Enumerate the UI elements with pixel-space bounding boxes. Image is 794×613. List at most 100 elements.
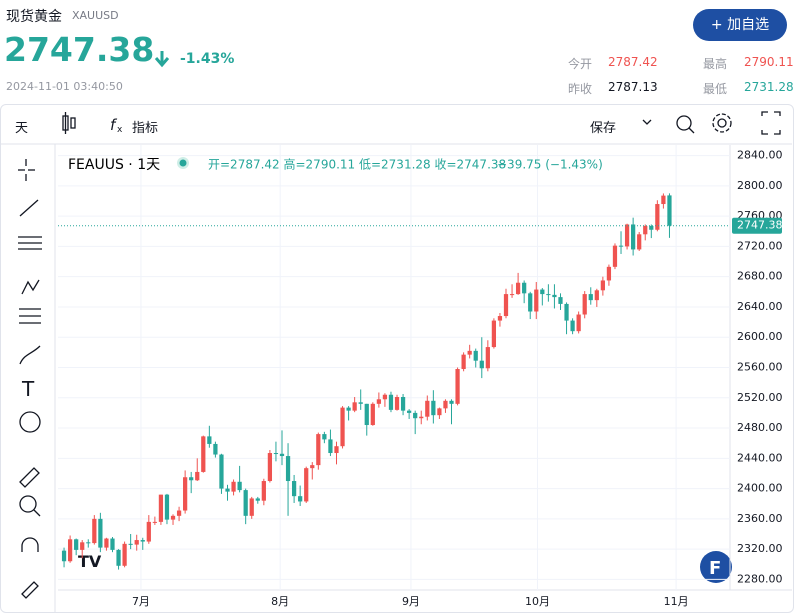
indicators-button[interactable]: 指标 xyxy=(132,121,159,136)
y-tick-label: 2280.00 xyxy=(737,572,783,585)
candle-body xyxy=(358,402,363,404)
candle-body xyxy=(183,477,188,511)
y-tick-label: 2800.00 xyxy=(737,179,783,192)
candle-body xyxy=(661,195,666,205)
candle-body xyxy=(631,224,636,250)
candle-body xyxy=(419,416,424,419)
add-watchlist-button[interactable]: + 加自选 xyxy=(693,9,787,41)
candle-body xyxy=(528,293,533,312)
x-tick-label: 7月 xyxy=(132,595,150,608)
asset-symbol: XAUUSD xyxy=(72,9,119,22)
y-tick-label: 2400.00 xyxy=(737,482,783,495)
y-tick-label: 2560.00 xyxy=(737,361,783,374)
candle-body xyxy=(364,403,369,426)
candle-body xyxy=(334,446,339,454)
interval-button[interactable]: 天 xyxy=(15,121,29,136)
candle-body xyxy=(600,280,605,291)
y-tick-label: 2720.00 xyxy=(737,239,783,252)
price: 2747.38 xyxy=(4,30,155,69)
stat-label: 最低 xyxy=(703,82,728,96)
candle-body xyxy=(546,294,551,296)
candle-body xyxy=(667,195,672,226)
candle-body xyxy=(322,434,327,440)
stat-value: 2731.28 xyxy=(744,80,794,94)
candle-body xyxy=(649,225,654,230)
candle-body xyxy=(86,542,91,544)
candle-body xyxy=(461,354,466,370)
candle-body xyxy=(352,402,357,411)
last-price-tag xyxy=(732,217,782,234)
candle-body xyxy=(195,471,200,481)
candle-body xyxy=(576,314,581,332)
candle-body xyxy=(98,518,103,548)
stat-label: 昨收 xyxy=(568,82,593,96)
candle-body xyxy=(273,453,279,455)
candle-body xyxy=(388,394,394,410)
candle-body xyxy=(522,282,527,294)
candle-body xyxy=(152,521,157,523)
candle-body xyxy=(413,412,418,419)
candle-body xyxy=(176,510,182,516)
candle-body xyxy=(443,400,448,409)
candle-body xyxy=(467,350,472,355)
candle-body xyxy=(382,394,388,400)
candle-body xyxy=(285,456,291,482)
candle-body xyxy=(570,320,575,332)
svg-text:TV: TV xyxy=(78,552,102,571)
y-tick-label: 2680.00 xyxy=(737,270,783,283)
candle-body xyxy=(491,320,497,348)
y-tick-label: 2640.00 xyxy=(737,300,783,313)
candle-body xyxy=(116,549,121,566)
y-tick-label: 2520.00 xyxy=(737,391,783,404)
change: -1.43% xyxy=(180,51,235,67)
asset-name: 现货黄金 xyxy=(6,9,62,25)
legend-symbol: FEAUUS · 1天 xyxy=(68,157,160,173)
candle-body xyxy=(503,294,509,317)
candle-body xyxy=(92,518,97,544)
stat-value: 2790.11 xyxy=(744,55,794,69)
candle-body xyxy=(515,282,521,295)
candle-body xyxy=(594,290,599,301)
y-tick-label: 2480.00 xyxy=(737,421,783,434)
candle-body xyxy=(346,407,351,411)
candle-body xyxy=(225,488,230,492)
candle-body xyxy=(552,294,557,298)
candle-body xyxy=(407,410,412,413)
candle-body xyxy=(473,350,478,361)
stat-value: 2787.13 xyxy=(608,80,658,94)
save-button[interactable]: 保存 xyxy=(590,121,617,136)
x-tick-label: 9月 xyxy=(402,595,420,608)
candle-body xyxy=(164,494,170,520)
legend-change: −39.75 (−1.43%) xyxy=(497,158,603,172)
candle-body xyxy=(425,400,430,417)
candle-body xyxy=(237,481,242,491)
candle-body xyxy=(449,400,454,404)
candle-body xyxy=(509,294,515,296)
candle-body xyxy=(534,289,539,312)
candle-body xyxy=(267,453,273,482)
svg-text:F: F xyxy=(709,558,721,579)
y-tick-label: 2440.00 xyxy=(737,451,783,464)
candle-body xyxy=(110,538,115,550)
candle-body xyxy=(61,550,67,562)
candle-body xyxy=(328,439,333,454)
candle-body xyxy=(558,297,563,304)
x-tick-label: 8月 xyxy=(271,595,289,608)
candle-body xyxy=(219,454,224,489)
candle-body xyxy=(74,539,79,550)
candle-body xyxy=(261,481,266,501)
candle-body xyxy=(67,539,73,562)
candle-body xyxy=(279,453,285,457)
down-arrow xyxy=(154,51,170,68)
candle-body xyxy=(624,224,630,247)
candle-body xyxy=(637,234,642,250)
timestamp: 2024-11-01 03:40:50 xyxy=(6,80,123,93)
svg-text:T: T xyxy=(21,377,35,401)
y-tick-label: 2600.00 xyxy=(737,330,783,343)
candle-body xyxy=(455,369,460,404)
candle-body xyxy=(370,403,375,426)
stat-label: 今开 xyxy=(568,57,593,71)
